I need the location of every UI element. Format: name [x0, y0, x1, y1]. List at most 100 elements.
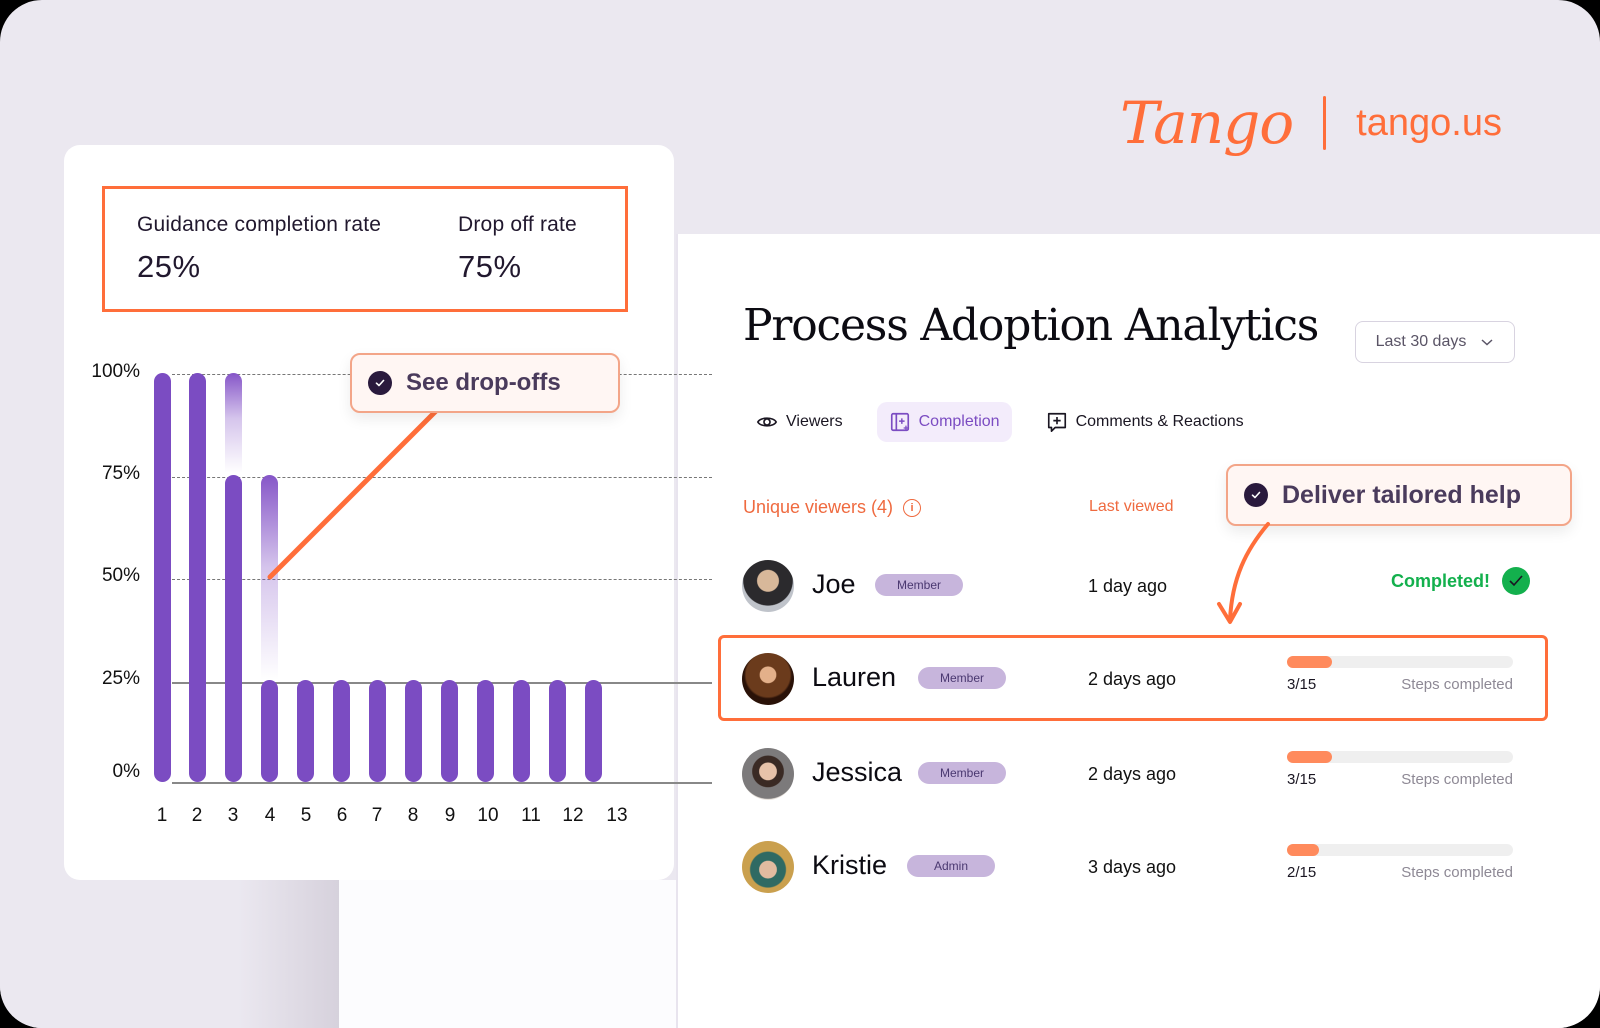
steps-progress: 2/15 Steps completed	[1287, 844, 1513, 881]
x-tick: 13	[606, 805, 628, 826]
progress-fill	[1287, 751, 1332, 763]
steps-progress: 3/15 Steps completed	[1287, 656, 1513, 693]
bar-step-6[interactable]	[333, 680, 350, 782]
tab-label: Completion	[918, 413, 1000, 430]
bar-step-2[interactable]	[189, 373, 206, 782]
brand-url[interactable]: tango.us	[1356, 101, 1502, 144]
bar-step-1[interactable]	[154, 373, 171, 782]
role-badge: Member	[918, 762, 1006, 784]
background-panel	[339, 880, 676, 1028]
kpi-summary: Guidance completion rate 25% Drop off ra…	[102, 186, 628, 312]
steps-label: Steps completed	[1401, 771, 1513, 788]
progress-track	[1287, 751, 1513, 763]
analytics-panel	[676, 234, 1600, 1028]
page-title: Process Adoption Analytics	[743, 300, 1319, 351]
steps-label: Steps completed	[1401, 864, 1513, 881]
check-circle-icon	[368, 371, 392, 395]
bar-step-5[interactable]	[297, 680, 314, 782]
progress-fill	[1287, 844, 1319, 856]
step-dropoff-bar-chart: 100% 75% 50% 25% 0%	[64, 145, 712, 880]
tab-completion[interactable]: Completion	[876, 402, 1012, 442]
avatar	[742, 560, 794, 612]
steps-label: Steps completed	[1401, 676, 1513, 693]
bar-step-3[interactable]	[225, 475, 242, 782]
viewer-row[interactable]: Kristie Admin 3 days ago 2/15 Steps compl…	[740, 836, 1530, 898]
last-viewed-header[interactable]: Last viewed	[1089, 498, 1174, 515]
kpi-dropoff-rate: Drop off rate 75%	[458, 213, 577, 285]
callout-label: Deliver tailored help	[1282, 480, 1521, 509]
background-shade	[0, 880, 340, 1028]
analytics-tabs: Viewers Completion Comments & Reactions	[744, 402, 1278, 442]
info-icon[interactable]: i	[903, 498, 922, 517]
completion-icon	[890, 412, 909, 432]
gridline-75	[172, 477, 712, 478]
viewer-name: Joe	[812, 569, 856, 599]
last-viewed: 1 day ago	[1088, 576, 1168, 596]
see-dropoffs-callout[interactable]: See drop-offs	[350, 353, 620, 413]
tab-comments-reactions[interactable]: Comments & Reactions	[1034, 402, 1256, 442]
unique-viewers-header: Unique viewers (4) i	[743, 497, 922, 518]
bar-step-13[interactable]	[585, 680, 602, 782]
x-tick: 11	[521, 805, 541, 826]
column-label: Unique viewers (4)	[743, 497, 894, 517]
deliver-tailored-help-callout[interactable]: Deliver tailored help	[1226, 464, 1572, 526]
x-tick: 7	[371, 805, 383, 826]
dropoff-ghost-step-4	[261, 475, 278, 680]
bar-step-8[interactable]	[405, 680, 422, 782]
eye-icon	[756, 417, 778, 427]
kpi-label: Drop off rate	[458, 213, 577, 236]
check-circle-icon	[1502, 567, 1530, 595]
gridline-50	[172, 579, 712, 580]
callout-arrow-icon	[1217, 522, 1270, 624]
brand-header: Tango tango.us	[1120, 78, 1502, 168]
viewer-row[interactable]: Lauren Member 2 days ago 3/15 Steps compl…	[740, 648, 1530, 710]
x-tick: 10	[477, 805, 499, 826]
viewer-name: Lauren	[812, 662, 897, 692]
y-tick: 25%	[101, 668, 140, 689]
steps-count: 3/15	[1287, 771, 1317, 788]
kpi-value: 75%	[458, 249, 522, 284]
progress-track	[1287, 656, 1513, 668]
x-tick: 1	[156, 805, 168, 826]
callout-label: See drop-offs	[406, 369, 561, 396]
x-tick: 9	[444, 805, 456, 826]
bar-step-7[interactable]	[369, 680, 386, 782]
highlighted-row-frame	[718, 635, 1548, 721]
date-range-value: Last 30 days	[1375, 333, 1467, 350]
x-tick: 6	[336, 805, 348, 826]
avatar	[742, 748, 794, 800]
date-range-select[interactable]: Last 30 days	[1355, 321, 1515, 363]
tango-logo: Tango	[1120, 89, 1294, 157]
status-label: Completed!	[1391, 570, 1490, 591]
check-circle-icon	[1244, 483, 1268, 507]
comment-plus-icon	[1047, 412, 1066, 432]
bar-step-9[interactable]	[441, 680, 458, 782]
x-axis	[172, 782, 712, 784]
avatar	[742, 653, 794, 705]
last-viewed: 2 days ago	[1088, 669, 1177, 689]
x-tick: 5	[300, 805, 312, 826]
bar-step-11[interactable]	[513, 680, 530, 782]
tab-label: Viewers	[786, 413, 843, 430]
brand-divider	[1323, 96, 1327, 150]
kpi-completion-rate: Guidance completion rate 25%	[137, 213, 381, 285]
y-tick: 0%	[112, 761, 140, 782]
viewer-name: Jessica	[812, 757, 903, 787]
tab-viewers[interactable]: Viewers	[744, 402, 855, 442]
viewer-row[interactable]: Joe Member 1 day ago Completed!	[740, 555, 1530, 617]
bar-step-4[interactable]	[261, 680, 278, 782]
viewer-row[interactable]: Jessica Member 2 days ago 3/15 Steps comp…	[740, 743, 1530, 805]
x-tick: 8	[407, 805, 419, 826]
avatar	[742, 841, 794, 893]
kpi-label: Guidance completion rate	[137, 213, 382, 236]
role-badge: Member	[918, 667, 1006, 689]
progress-fill	[1287, 656, 1332, 668]
steps-count: 2/15	[1287, 864, 1317, 881]
progress-track	[1287, 844, 1513, 856]
bar-step-12[interactable]	[549, 680, 566, 782]
x-tick: 4	[264, 805, 276, 826]
x-tick: 2	[191, 805, 203, 826]
y-tick: 100%	[91, 361, 140, 382]
bar-step-10[interactable]	[477, 680, 494, 782]
